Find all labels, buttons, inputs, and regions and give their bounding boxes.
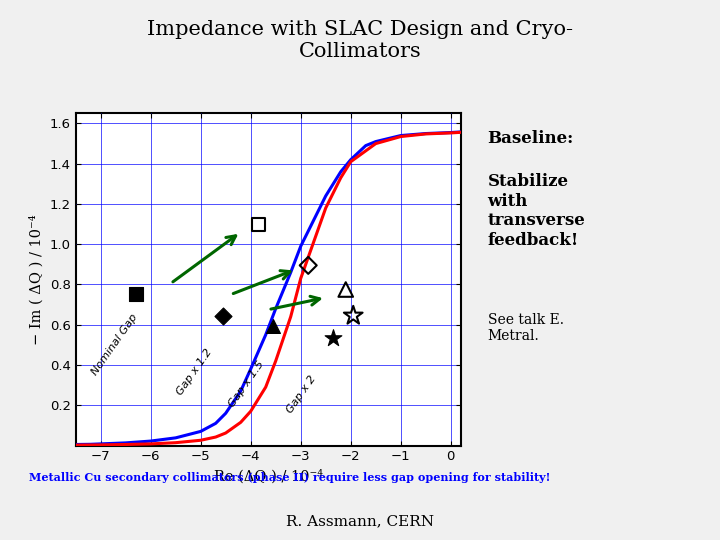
Y-axis label: − Im ( ΔQ ) / 10⁻⁴: − Im ( ΔQ ) / 10⁻⁴ bbox=[30, 214, 44, 345]
Text: R. Assmann, CERN: R. Assmann, CERN bbox=[286, 514, 434, 528]
Text: Nominal Gap: Nominal Gap bbox=[90, 312, 140, 377]
Text: Stabilize
with
transverse
feedback!: Stabilize with transverse feedback! bbox=[487, 173, 585, 249]
Text: Gap x 1.2: Gap x 1.2 bbox=[175, 347, 214, 397]
X-axis label: Re (ΔQ ) / 10⁻⁴: Re (ΔQ ) / 10⁻⁴ bbox=[214, 469, 323, 483]
Text: Baseline:: Baseline: bbox=[487, 130, 574, 147]
Text: Gap x 1.5: Gap x 1.5 bbox=[227, 359, 266, 409]
Point bbox=[267, 321, 279, 330]
Text: Gap x 2: Gap x 2 bbox=[285, 374, 318, 415]
Point bbox=[217, 312, 229, 320]
Text: Metallic Cu secondary collimators (phase II) require less gap opening for stabil: Metallic Cu secondary collimators (phase… bbox=[29, 472, 550, 483]
Point bbox=[302, 261, 314, 269]
Text: Impedance with SLAC Design and Cryo-
Collimators: Impedance with SLAC Design and Cryo- Col… bbox=[147, 19, 573, 60]
Point bbox=[328, 334, 339, 342]
Text: See talk E.
Metral.: See talk E. Metral. bbox=[487, 313, 564, 343]
Point bbox=[253, 220, 264, 228]
Point bbox=[340, 285, 351, 294]
Point bbox=[130, 289, 141, 298]
Point bbox=[348, 312, 359, 320]
